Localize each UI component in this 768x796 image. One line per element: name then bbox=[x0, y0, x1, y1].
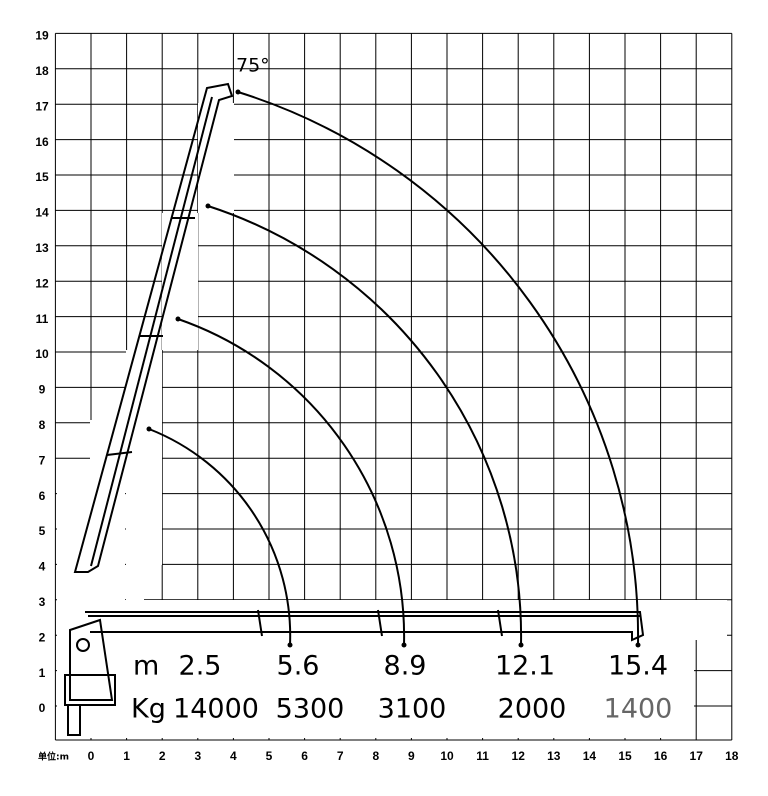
y-label: 3 bbox=[39, 595, 46, 609]
x-label: 4 bbox=[230, 749, 237, 763]
unit-label: 单位:m bbox=[38, 751, 69, 763]
y-label: 7 bbox=[39, 453, 46, 467]
load-unit: Kg bbox=[131, 694, 166, 725]
x-label: 1 bbox=[123, 749, 130, 763]
x-label: 12 bbox=[512, 749, 526, 763]
x-label: 18 bbox=[725, 749, 739, 763]
rated-load: 1400 bbox=[604, 694, 673, 725]
y-label: 13 bbox=[35, 241, 49, 255]
rated-load: 3100 bbox=[378, 694, 447, 725]
working-radius: 15.4 bbox=[608, 651, 668, 682]
y-label: 19 bbox=[35, 29, 49, 43]
blank-areas bbox=[57, 103, 727, 738]
y-label: 12 bbox=[35, 276, 49, 290]
y-label: 5 bbox=[39, 524, 46, 538]
working-radius: 8.9 bbox=[384, 651, 427, 682]
x-label: 15 bbox=[618, 749, 632, 763]
x-label: 7 bbox=[337, 749, 344, 763]
x-label: 8 bbox=[372, 749, 379, 763]
x-label: 11 bbox=[476, 749, 489, 763]
x-label: 5 bbox=[266, 749, 273, 763]
working-radius: 12.1 bbox=[495, 651, 555, 682]
y-label: 1 bbox=[39, 666, 46, 680]
y-label: 14 bbox=[35, 206, 49, 220]
y-label: 16 bbox=[35, 135, 49, 149]
rated-load: 14000 bbox=[173, 694, 259, 725]
x-label: 0 bbox=[88, 749, 95, 763]
rated-load: 5300 bbox=[276, 694, 345, 725]
y-label: 6 bbox=[39, 489, 46, 503]
x-label: 16 bbox=[654, 749, 668, 763]
y-label: 8 bbox=[39, 418, 46, 432]
y-label: 18 bbox=[35, 64, 49, 78]
y-label: 17 bbox=[35, 99, 49, 113]
y-label: 0 bbox=[39, 701, 46, 715]
x-label: 9 bbox=[408, 749, 415, 763]
load-arcs bbox=[148, 91, 640, 646]
y-label: 9 bbox=[39, 383, 46, 397]
boom-angle: 75° bbox=[236, 55, 270, 77]
x-label: 10 bbox=[440, 749, 454, 763]
x-label: 6 bbox=[301, 749, 308, 763]
x-label: 17 bbox=[690, 749, 704, 763]
rated-load: 2000 bbox=[498, 694, 567, 725]
y-label: 11 bbox=[36, 312, 49, 326]
arc-points bbox=[146, 89, 641, 648]
x-label: 14 bbox=[583, 749, 597, 763]
y-label: 2 bbox=[39, 630, 46, 644]
y-label: 4 bbox=[39, 560, 46, 574]
radius-unit: m bbox=[133, 651, 159, 682]
working-radius: 5.6 bbox=[277, 651, 320, 682]
y-label: 10 bbox=[35, 347, 49, 361]
working-radius: 2.5 bbox=[179, 651, 222, 682]
x-label: 13 bbox=[547, 749, 561, 763]
x-label: 2 bbox=[159, 749, 166, 763]
x-label: 3 bbox=[194, 749, 201, 763]
y-label: 15 bbox=[35, 170, 49, 184]
crane-drawing bbox=[64, 82, 645, 736]
